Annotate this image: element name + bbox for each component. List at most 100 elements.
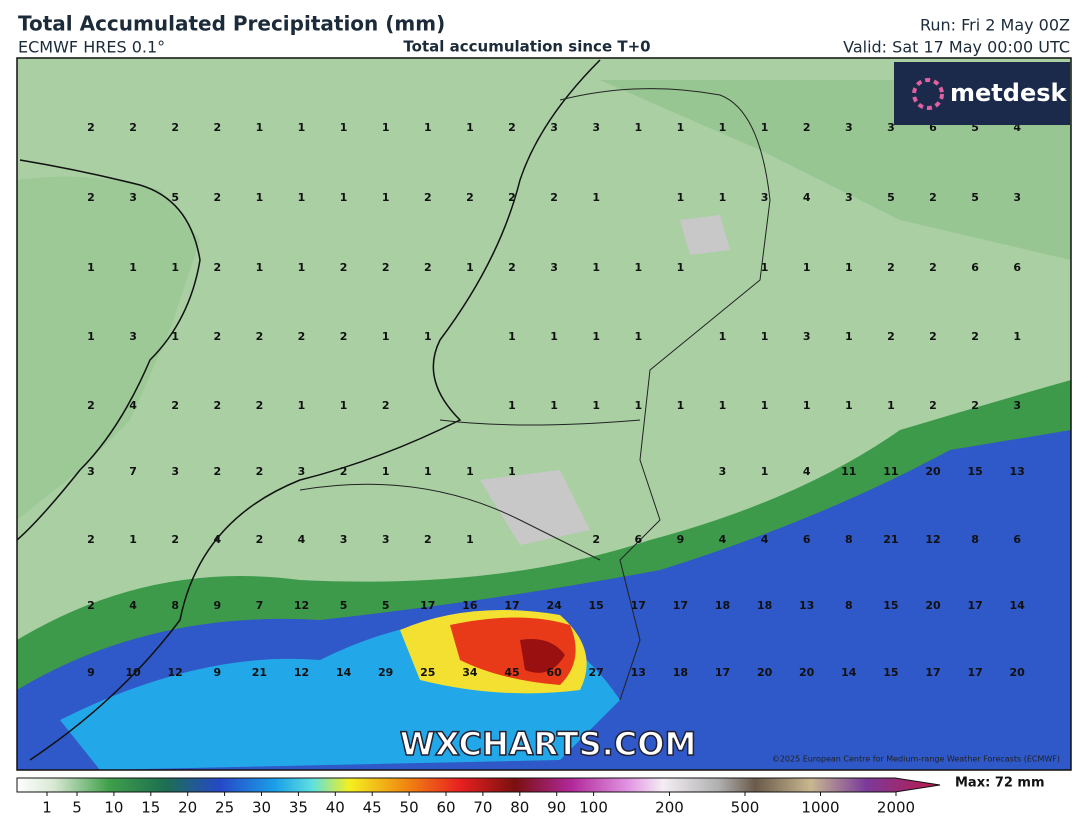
grid-value: 1: [887, 399, 895, 412]
grid-value: 25: [420, 666, 435, 679]
grid-value: 3: [87, 465, 95, 478]
grid-value: 1: [634, 330, 642, 343]
grid-value: 1: [508, 399, 516, 412]
grid-value: 9: [677, 533, 685, 546]
grid-value: 2: [424, 261, 432, 274]
grid-value: 1: [508, 465, 516, 478]
grid-value: 2: [87, 533, 95, 546]
grid-value: 34: [462, 666, 478, 679]
grid-value: 6: [1013, 533, 1021, 546]
colorbar-ticks: 1 5 10 15 20 25 30 35 40 45 50 60 70 80 90 100 200 500 100…: [42, 792, 915, 817]
grid-value: 6: [1013, 261, 1021, 274]
grid-value: 12: [925, 533, 940, 546]
grid-value: 8: [971, 533, 979, 546]
grid-value: 17: [673, 599, 688, 612]
grid-value: 8: [845, 533, 853, 546]
grid-value: 1: [592, 399, 600, 412]
grid-value: 3: [845, 191, 853, 204]
logo-text: metdesk: [950, 79, 1068, 107]
grid-value: 2: [87, 191, 95, 204]
colorbar-label: 1000: [801, 799, 839, 817]
grid-value: 1: [424, 465, 432, 478]
colorbar-label: 80: [510, 799, 529, 817]
grid-value: 9: [213, 666, 221, 679]
grid-value: 1: [424, 121, 432, 134]
colorbar-label: 2000: [877, 799, 915, 817]
grid-value: 3: [129, 191, 137, 204]
grid-value: 11: [841, 465, 856, 478]
grid-value: 17: [631, 599, 646, 612]
grid-value: 4: [129, 399, 137, 412]
grid-value: 1: [761, 465, 769, 478]
colorbar-label: 100: [579, 799, 608, 817]
grid-value: 4: [803, 191, 811, 204]
grid-value: 8: [845, 599, 853, 612]
grid-value: 14: [336, 666, 352, 679]
grid-value: 12: [294, 666, 309, 679]
colorbar-label: 35: [289, 799, 308, 817]
grid-value: 2: [971, 399, 979, 412]
grid-value: 1: [677, 399, 685, 412]
colorbar-label: 25: [215, 799, 234, 817]
grey-patch: [480, 470, 590, 545]
grid-value: 1: [803, 399, 811, 412]
grid-value: 16: [462, 599, 478, 612]
coastline: [17, 159, 201, 541]
grid-value: 2: [508, 191, 516, 204]
grid-value: 12: [168, 666, 183, 679]
grid-value: 14: [1010, 599, 1026, 612]
colorbar-label: 45: [363, 799, 382, 817]
grid-value: 2: [382, 399, 390, 412]
grid-value: 2: [213, 330, 221, 343]
logo-icon: [912, 78, 944, 110]
colorbar-label: 10: [104, 799, 123, 817]
colorbar-label: 60: [436, 799, 455, 817]
grid-value: 1: [382, 191, 390, 204]
grid-value: 5: [971, 191, 979, 204]
grid-value: 17: [715, 666, 730, 679]
border: [559, 88, 771, 701]
grid-value: 2: [213, 121, 221, 134]
grid-value: 3: [803, 330, 811, 343]
grid-value: 11: [883, 465, 898, 478]
grid-value: 3: [761, 191, 769, 204]
grid-value: 17: [504, 599, 519, 612]
grid-value: 18: [715, 599, 730, 612]
grid-value: 1: [592, 191, 600, 204]
grid-value: 18: [673, 666, 688, 679]
grid-value: 2: [424, 191, 432, 204]
grid-value: 2: [213, 465, 221, 478]
grid-value: 20: [1010, 666, 1026, 679]
grid-value: 7: [256, 599, 264, 612]
grid-value: 15: [589, 599, 604, 612]
grid-value: 1: [761, 261, 769, 274]
grid-value: 2: [340, 330, 348, 343]
grid-value: 1: [677, 191, 685, 204]
colorbar-label: 30: [252, 799, 271, 817]
grid-value: 3: [845, 121, 853, 134]
grid-value: 1: [761, 121, 769, 134]
grid-value: 1: [508, 330, 516, 343]
colorbar-label: 40: [326, 799, 345, 817]
model: ECMWF HRES 0.1°: [18, 38, 165, 57]
grid-value: 2: [803, 121, 811, 134]
grid-value: 2: [256, 399, 264, 412]
colorbar: [16, 777, 941, 793]
grid-value: 1: [129, 533, 137, 546]
grid-value: 2: [424, 533, 432, 546]
grid-value: 17: [420, 599, 435, 612]
grid-value: 1: [256, 261, 264, 274]
grid-value: 5: [971, 121, 979, 134]
grid-value: 6: [634, 533, 642, 546]
colorbar-label: 15: [141, 799, 160, 817]
grid-value: 4: [129, 599, 137, 612]
grid-value: 21: [252, 666, 267, 679]
grid-value: 1: [845, 399, 853, 412]
grid-value: 1: [719, 399, 727, 412]
grid-value: 1: [1013, 330, 1021, 343]
colorbar-label: 90: [547, 799, 566, 817]
grid-value: 17: [967, 666, 982, 679]
grid-value: 2: [129, 121, 137, 134]
grid-value: 5: [887, 191, 895, 204]
grid-value: 1: [677, 121, 685, 134]
